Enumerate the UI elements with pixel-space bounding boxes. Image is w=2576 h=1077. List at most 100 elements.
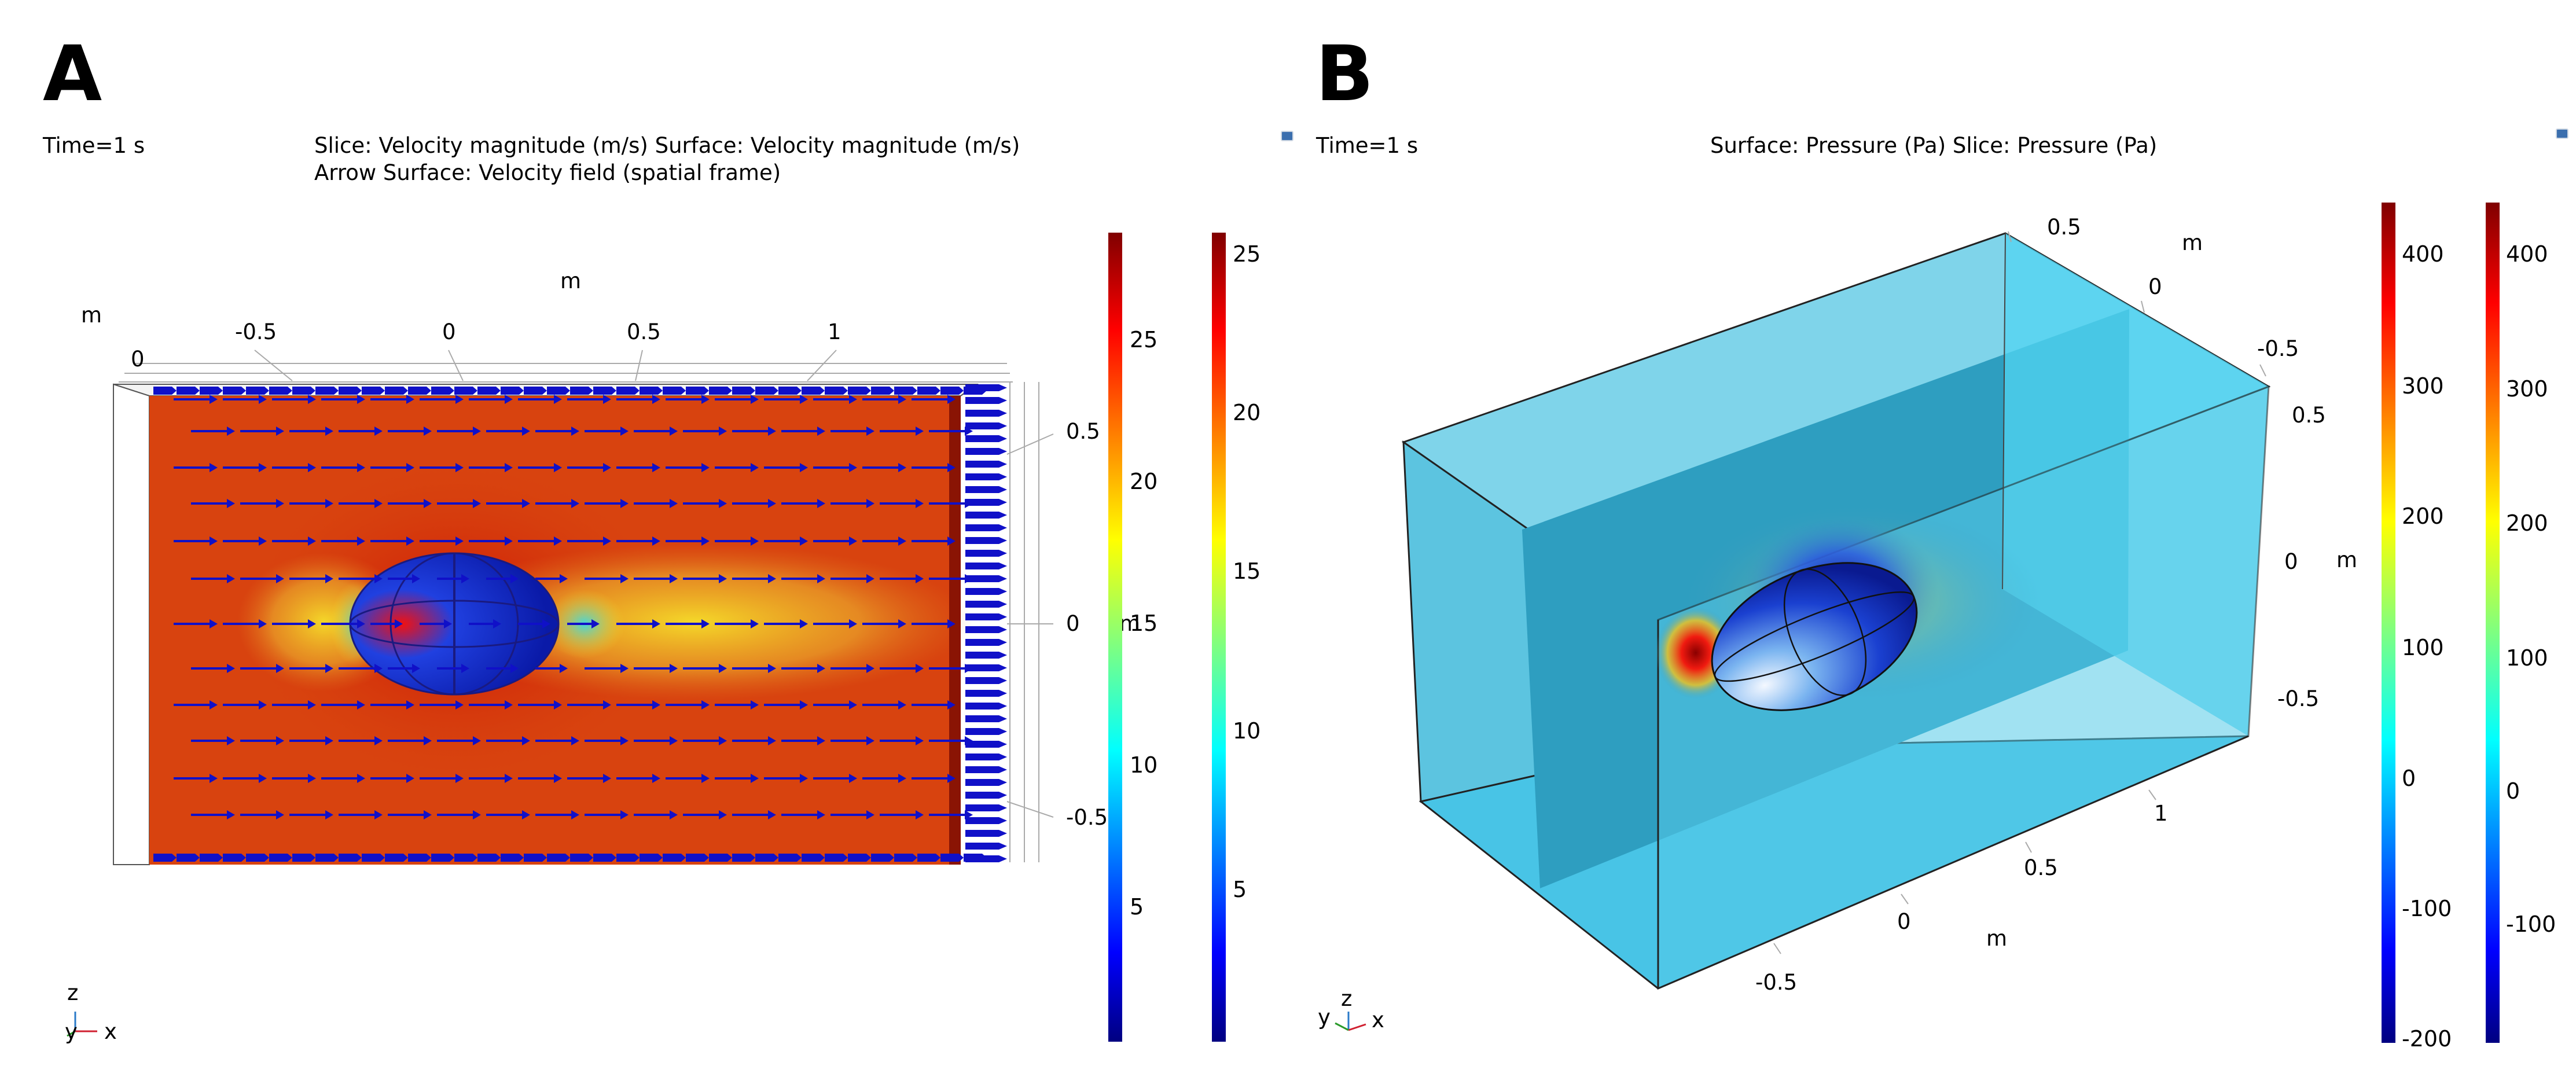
velocity-arrow-head bbox=[473, 736, 481, 745]
triad-z-label: z bbox=[1341, 986, 1352, 1011]
z-tick: 0.5 bbox=[2292, 403, 2326, 428]
z-tick: 0 bbox=[2284, 549, 2298, 574]
velocity-arrow-head bbox=[849, 463, 857, 472]
velocity-arrow-outlet bbox=[965, 728, 1007, 735]
velocity-arrow-band bbox=[593, 854, 616, 862]
velocity-arrow-head bbox=[357, 774, 365, 783]
velocity-arrow-head bbox=[800, 463, 808, 472]
velocity-arrow-head bbox=[898, 700, 906, 710]
velocity-arrow-band bbox=[778, 387, 802, 395]
velocity-arrow-head bbox=[620, 574, 629, 583]
colorbar-tick: 5 bbox=[1130, 894, 1144, 920]
velocity-arrow-head bbox=[276, 664, 284, 673]
velocity-arrow-head bbox=[947, 619, 956, 628]
triad-y-label: y bbox=[1318, 1005, 1331, 1030]
velocity-arrow-band bbox=[825, 387, 848, 395]
velocity-arrow-outlet bbox=[965, 817, 1007, 824]
velocity-arrow-outlet bbox=[965, 855, 1007, 862]
velocity-arrow-head bbox=[817, 574, 825, 583]
colorbar-tick: 400 bbox=[2506, 241, 2548, 267]
plot-settings-icon-b[interactable] bbox=[2556, 128, 2568, 139]
velocity-arrow-head bbox=[768, 810, 776, 819]
velocity-arrow-head bbox=[603, 700, 611, 710]
velocity-arrow-head bbox=[357, 395, 365, 404]
velocity-arrow-band bbox=[570, 387, 593, 395]
velocity-arrow-outlet bbox=[965, 652, 1007, 659]
triad-x-label: x bbox=[1372, 1008, 1384, 1032]
plot-settings-icon-a[interactable] bbox=[1281, 131, 1293, 141]
velocity-arrow-head bbox=[603, 536, 611, 546]
velocity-arrow-head bbox=[768, 664, 776, 673]
velocity-arrow-band bbox=[640, 854, 663, 862]
velocity-arrow-band bbox=[709, 387, 732, 395]
velocity-arrow-head bbox=[916, 736, 924, 745]
y-tick: -0.5 bbox=[2257, 336, 2299, 361]
axis-unit-top-a: m bbox=[560, 269, 581, 293]
velocity-arrow-band bbox=[477, 854, 501, 862]
velocity-arrow-head bbox=[866, 664, 874, 673]
velocity-arrow-band bbox=[501, 387, 524, 395]
velocity-arrow-band bbox=[640, 387, 663, 395]
velocity-arrow-head bbox=[505, 700, 513, 710]
velocity-arrow-outlet bbox=[965, 384, 1007, 391]
velocity-arrow-head bbox=[308, 536, 316, 546]
axis-unit-right-a: m bbox=[1119, 611, 1140, 636]
velocity-arrow-outlet bbox=[965, 843, 1007, 850]
velocity-arrow-head bbox=[768, 499, 776, 508]
velocity-arrow-head bbox=[227, 574, 235, 583]
velocity-arrow-outlet bbox=[965, 499, 1007, 506]
axis-triad-b: z y x bbox=[1318, 986, 1384, 1032]
velocity-arrow-band bbox=[339, 387, 362, 395]
axis-unit-right-b: m bbox=[2336, 547, 2357, 572]
velocity-arrow-head bbox=[849, 619, 857, 628]
velocity-arrow-head bbox=[227, 664, 235, 673]
x-axis-ticks-a: -0.5 0 0.5 1 0 bbox=[119, 319, 1013, 383]
velocity-arrow-head bbox=[455, 463, 464, 472]
velocity-arrow-head bbox=[308, 700, 316, 710]
velocity-arrow-band bbox=[547, 854, 570, 862]
velocity-arrow-head bbox=[751, 536, 759, 546]
velocity-arrow-head bbox=[800, 619, 808, 628]
velocity-arrow-head bbox=[719, 810, 727, 819]
velocity-arrow-band bbox=[524, 854, 547, 862]
velocity-arrow-head bbox=[473, 810, 481, 819]
velocity-arrow-head bbox=[308, 619, 316, 628]
velocity-arrow-head bbox=[701, 395, 710, 404]
velocity-arrow-outlet bbox=[965, 703, 1007, 710]
velocity-arrow-outlet bbox=[965, 461, 1007, 468]
velocity-arrow-outlet bbox=[965, 575, 1007, 582]
velocity-arrow-head bbox=[817, 664, 825, 673]
velocity-arrow-head bbox=[374, 736, 383, 745]
velocity-arrow-band bbox=[871, 854, 894, 862]
colorbar-tick: 300 bbox=[2506, 376, 2548, 402]
plot-title-a-line1: Slice: Velocity magnitude (m/s) Surface:… bbox=[314, 133, 1020, 158]
velocity-arrow-head bbox=[406, 463, 414, 472]
velocity-arrow-band bbox=[802, 387, 825, 395]
velocity-arrow-outlet bbox=[965, 537, 1007, 544]
colorbar-slice-a: 25 20 15 10 5 bbox=[1108, 233, 1157, 1042]
colorbar-surface-b: 400 300 200 100 0 -100 -200 bbox=[2382, 203, 2452, 1052]
z-tick: 0 bbox=[1066, 611, 1080, 636]
velocity-arrow-head bbox=[374, 427, 383, 436]
velocity-arrow-head bbox=[276, 810, 284, 819]
velocity-arrow-head bbox=[259, 619, 267, 628]
velocity-arrow-head bbox=[670, 499, 678, 508]
velocity-arrow-outlet bbox=[965, 792, 1007, 799]
velocity-arrow-head bbox=[374, 574, 383, 583]
velocity-arrow-head bbox=[652, 536, 660, 546]
velocity-arrow-outlet bbox=[965, 448, 1007, 455]
velocity-arrow-band bbox=[200, 387, 223, 395]
velocity-arrow-head bbox=[227, 499, 235, 508]
velocity-arrow-head bbox=[522, 427, 530, 436]
velocity-arrow-head bbox=[276, 499, 284, 508]
velocity-arrow-band bbox=[917, 387, 940, 395]
velocity-arrow-band bbox=[940, 387, 964, 395]
velocity-arrow-head bbox=[554, 774, 562, 783]
velocity-arrow-outlet bbox=[965, 397, 1007, 404]
colorbar-tick: 25 bbox=[1233, 241, 1261, 267]
velocity-arrow-band bbox=[477, 387, 501, 395]
velocity-arrow-head bbox=[412, 574, 420, 583]
colorbar-tick: 20 bbox=[1233, 400, 1261, 425]
z-axis-ticks-a: 0.5 0 -0.5 m bbox=[1006, 382, 1140, 862]
z-tick: -0.5 bbox=[1066, 805, 1108, 830]
